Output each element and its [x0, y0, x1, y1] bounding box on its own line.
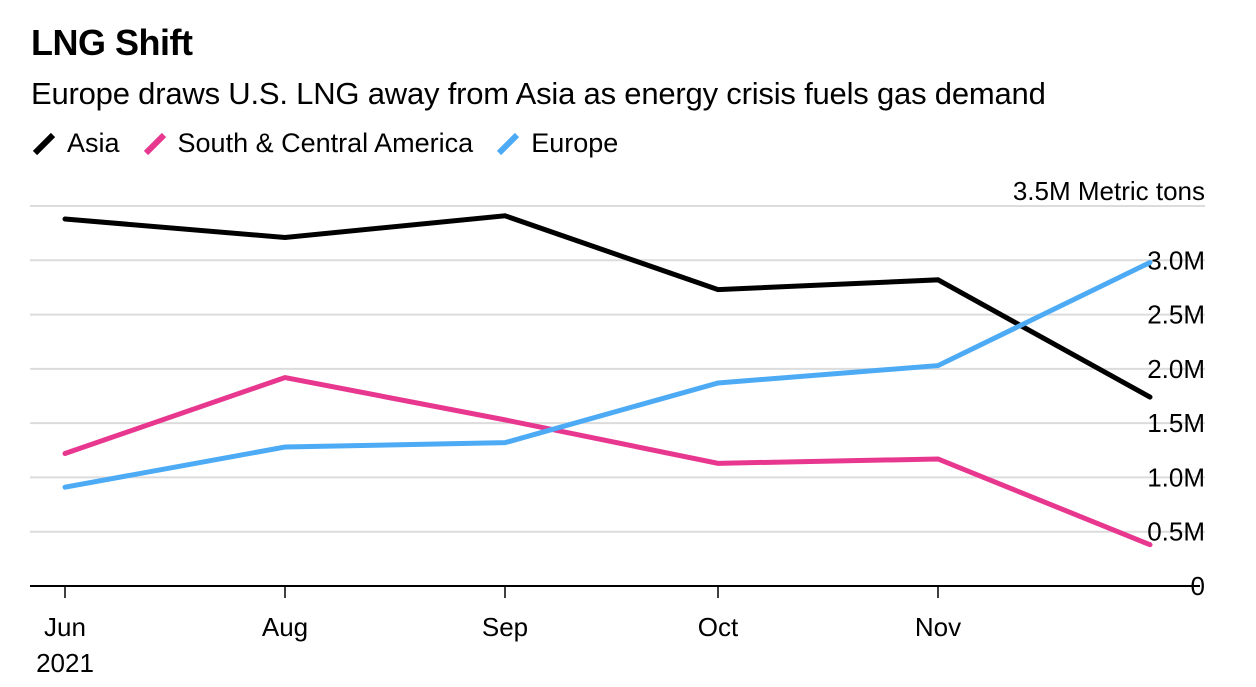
legend-label-asia: Asia [67, 128, 120, 158]
x-tick-label: Jun [44, 612, 86, 642]
x-tick-label: Oct [698, 612, 739, 642]
legend-swatch-europe [497, 132, 520, 155]
y-tick-label: 3.0M [1147, 245, 1205, 275]
chart-subtitle: Europe draws U.S. LNG away from Asia as … [31, 76, 1046, 111]
x-tick-label: Aug [262, 612, 308, 642]
y-tick-label: 2.5M [1147, 300, 1205, 330]
legend-swatch-south-central-america [143, 132, 166, 155]
y-tick-label: 1.5M [1147, 408, 1205, 438]
x-year-label: 2021 [36, 648, 94, 678]
legend-item-asia: Asia [31, 128, 120, 159]
series-line-europe [62, 259, 1153, 490]
x-tick-label: Sep [482, 612, 528, 642]
legend: Asia South & Central America Europe [31, 128, 640, 159]
gridlines [30, 205, 1205, 533]
series-lines [62, 213, 1153, 548]
x-tick-label: Nov [915, 612, 961, 642]
legend-label-europe: Europe [531, 128, 619, 158]
legend-swatch-asia [32, 132, 56, 155]
y-tick-label: 2.0M [1147, 354, 1205, 384]
series-line-asia [62, 213, 1153, 400]
legend-label-south-central-america: South & Central America [177, 128, 474, 158]
y-tick-label: 0.5M [1147, 517, 1205, 547]
y-tick-label: 3.5M Metric tons [1013, 176, 1205, 206]
series-line-south-central-america [62, 374, 1153, 548]
y-tick-label: 1.0M [1147, 462, 1205, 492]
x-axis: Jun Aug Sep Oct Nov 2021 [30, 585, 1200, 678]
legend-item-south-central-america: South & Central America [142, 128, 474, 159]
legend-item-europe: Europe [495, 128, 618, 159]
y-axis-labels: 00.5M1.0M1.5M2.0M2.5M3.0M3.5M Metric ton… [1013, 176, 1205, 601]
chart-title: LNG Shift [31, 22, 193, 63]
